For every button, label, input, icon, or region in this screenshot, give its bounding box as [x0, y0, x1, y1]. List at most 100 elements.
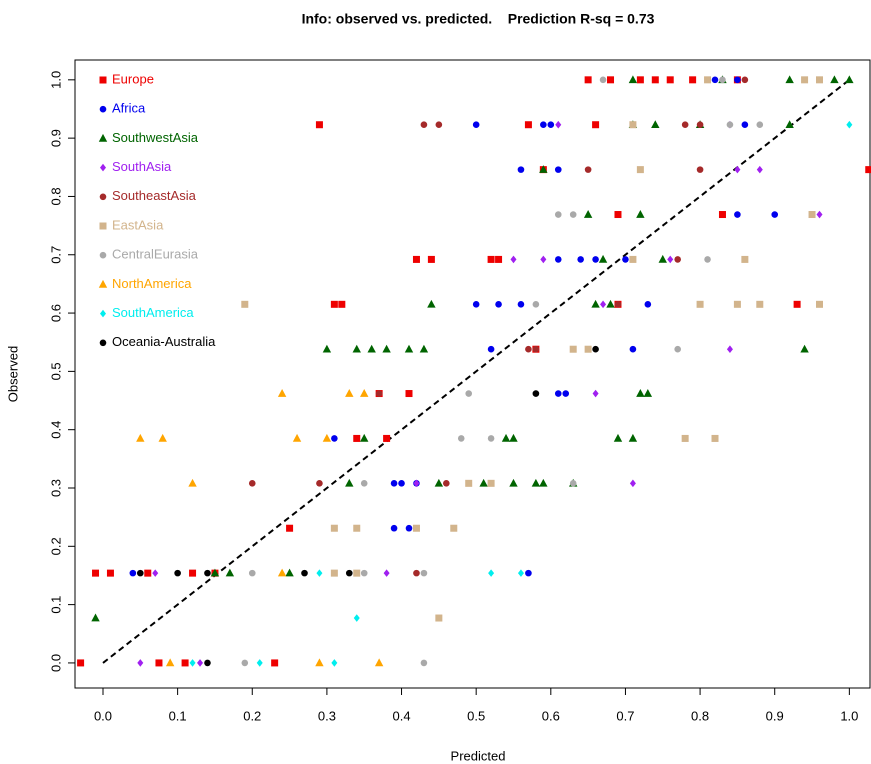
- point: [420, 121, 428, 129]
- point: [129, 569, 137, 577]
- y-tick-label: 0.8: [48, 187, 63, 205]
- point: [189, 659, 196, 667]
- point: [413, 569, 420, 577]
- point: [569, 345, 577, 353]
- point: [793, 300, 801, 308]
- point: [509, 433, 518, 442]
- legend-marker: [100, 309, 106, 318]
- point: [591, 299, 600, 308]
- point: [360, 480, 368, 487]
- x-tick-label: 0.7: [616, 708, 634, 723]
- legend-marker: [99, 339, 107, 347]
- point: [137, 659, 144, 667]
- point: [367, 344, 376, 353]
- point: [592, 256, 599, 263]
- point: [315, 658, 324, 667]
- y-tick-label: 0.4: [48, 421, 63, 439]
- point: [785, 120, 794, 129]
- point: [77, 659, 85, 667]
- point: [277, 389, 287, 397]
- point: [600, 300, 607, 309]
- plot-frame: [74, 59, 871, 689]
- point: [360, 569, 368, 577]
- point: [636, 76, 644, 84]
- point: [457, 435, 465, 442]
- point: [412, 524, 420, 532]
- point: [525, 345, 532, 353]
- point: [666, 76, 674, 84]
- point: [271, 659, 279, 667]
- point: [427, 299, 436, 308]
- point: [330, 569, 338, 577]
- point: [420, 569, 428, 577]
- point: [540, 121, 547, 129]
- point: [383, 434, 391, 442]
- point: [382, 344, 391, 353]
- point: [374, 658, 384, 667]
- point: [622, 256, 629, 263]
- point: [845, 75, 854, 84]
- point: [353, 614, 360, 622]
- x-tick-label: 0.2: [243, 708, 261, 723]
- point: [383, 569, 390, 577]
- x-tick-label: 0.4: [392, 708, 410, 723]
- point: [420, 659, 428, 667]
- y-tick-label: 0.7: [48, 246, 63, 264]
- point: [517, 301, 525, 308]
- point: [741, 255, 749, 263]
- point: [472, 301, 480, 308]
- point: [405, 524, 413, 532]
- x-tick-label: 0.3: [318, 708, 336, 723]
- point: [331, 659, 338, 667]
- point: [330, 524, 338, 532]
- point: [465, 390, 473, 397]
- point: [225, 568, 235, 577]
- legend-marker: [99, 76, 107, 84]
- point: [651, 120, 660, 129]
- point: [404, 344, 414, 353]
- point: [532, 301, 540, 308]
- point: [726, 345, 733, 354]
- point: [286, 524, 294, 532]
- point: [435, 614, 443, 622]
- point: [322, 344, 332, 353]
- y-tick-label: 0.6: [48, 304, 63, 322]
- point: [353, 434, 361, 442]
- point: [704, 256, 711, 263]
- point: [188, 478, 197, 487]
- point: [495, 255, 503, 263]
- point: [554, 256, 562, 263]
- legend-marker: [99, 193, 107, 201]
- point: [726, 121, 734, 129]
- point: [756, 121, 764, 129]
- point: [479, 478, 488, 487]
- point: [636, 389, 645, 397]
- point: [352, 344, 361, 353]
- point: [629, 121, 637, 129]
- point: [667, 255, 674, 264]
- legend-marker: [99, 105, 107, 113]
- legend-label: SouthAmerica: [112, 305, 194, 320]
- point: [562, 390, 570, 397]
- legend-marker: [98, 133, 108, 142]
- point: [816, 210, 823, 219]
- point: [495, 301, 502, 308]
- point: [532, 345, 540, 353]
- point: [241, 659, 249, 667]
- point: [583, 210, 593, 218]
- point: [547, 121, 555, 129]
- y-tick-label: 0.1: [48, 596, 63, 614]
- point: [734, 211, 741, 218]
- point: [629, 255, 637, 263]
- y-tick-label: 1.0: [48, 71, 63, 89]
- point: [152, 569, 159, 577]
- point: [636, 166, 644, 174]
- point: [816, 76, 824, 84]
- point: [248, 569, 256, 577]
- point: [412, 255, 420, 263]
- point: [577, 256, 584, 263]
- point: [719, 76, 726, 84]
- point: [539, 478, 548, 487]
- legend-label: NorthAmerica: [112, 276, 192, 291]
- point: [629, 479, 636, 488]
